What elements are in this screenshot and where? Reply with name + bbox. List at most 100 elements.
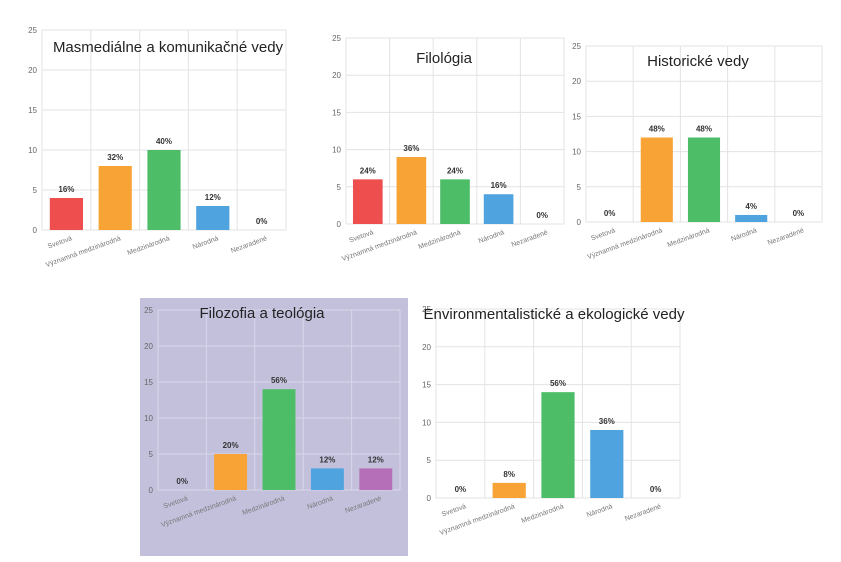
chart-svg: 0 5 10 15 20 25 24% Svetová 36% Významná medzinár… [332,34,565,263]
data-label: 4% [745,202,757,211]
y-tick-label: 5 [33,186,38,195]
data-label: 0% [176,477,188,486]
data-label: 16% [58,185,74,194]
y-tick-label: 0 [33,226,38,235]
x-tick-label: Nezaradené [511,229,549,249]
bar [49,198,83,230]
bar [196,206,230,230]
data-label: 0% [604,209,616,218]
bar [214,454,248,490]
y-tick-label: 0 [337,220,342,229]
y-tick-label: 0 [427,494,432,503]
data-label: 12% [205,193,221,202]
y-tick-label: 10 [572,148,581,157]
y-tick-label: 20 [572,77,581,86]
x-tick-label: Medzinárodná [418,229,462,251]
data-label: 32% [107,153,123,162]
data-label: 56% [271,376,287,385]
bar [262,389,296,490]
chart-panel-filozofia-teologia: 0 5 10 15 20 25 0% Svetová 20% Významná medzináro… [140,298,408,556]
bar [147,150,181,230]
y-tick-label: 15 [144,378,153,387]
data-label: 20% [223,441,239,450]
y-tick-label: 5 [149,450,154,459]
y-tick-label: 10 [144,414,153,423]
chart-title: Historické vedy [647,53,749,70]
bar [440,179,470,224]
x-tick-label: Svetová [47,235,73,250]
chart-title: Masmediálne a komunikačné vedy [53,39,284,56]
y-tick-label: 15 [332,108,341,117]
chart-title: Filozofia a teológia [199,305,325,322]
data-label: 36% [403,144,419,153]
data-label: 16% [491,181,507,190]
data-label: 48% [649,125,665,134]
data-label: 12% [319,455,335,464]
y-tick-label: 5 [577,183,582,192]
chart-panel-filologia: 0 5 10 15 20 25 24% Svetová 36% Významná medzinár… [322,30,572,292]
x-tick-label: Národná [192,235,220,251]
bar [590,429,624,498]
bar [687,137,721,222]
x-tick-label: Národná [478,229,506,245]
bar [541,392,575,498]
y-tick-label: 25 [144,306,153,315]
x-tick-label: Nezaradené [624,503,662,523]
x-tick-label: Svetová [441,503,467,518]
data-label: 48% [696,125,712,134]
data-label: 40% [156,137,172,146]
bar [396,157,427,224]
bar [310,468,344,490]
chart-panel-historicke-vedy: 0 5 10 15 20 25 0% Svetová 48% Významná medzináro… [562,30,830,292]
y-tick-label: 15 [28,106,37,115]
y-tick-label: 5 [427,456,432,465]
x-tick-label: Nezaradené [230,235,268,255]
data-label: 8% [503,470,515,479]
bar [352,179,383,224]
x-tick-label: Nezaradené [767,227,805,247]
bar [492,482,526,498]
y-tick-label: 10 [28,146,37,155]
bar [98,166,132,230]
y-tick-label: 25 [332,34,341,43]
chart-panel-environmentalisticke: 0 5 10 15 20 25 0% Svetová 8% Významná medzinárod… [416,295,688,560]
y-tick-label: 20 [332,71,341,80]
y-tick-label: 15 [572,112,581,121]
x-tick-label: Medzinárodná [127,235,171,257]
bar [640,137,673,222]
y-tick-label: 10 [332,146,341,155]
x-tick-label: Svetová [348,229,374,244]
x-tick-label: Medzinárodná [667,227,711,249]
chart-title: Filológia [416,50,473,67]
data-label: 56% [550,379,566,388]
y-tick-label: 15 [422,381,431,390]
y-tick-label: 20 [28,66,37,75]
data-label: 0% [455,485,467,494]
y-tick-label: 5 [337,183,342,192]
y-tick-label: 0 [149,486,154,495]
bar [483,194,514,224]
y-tick-label: 20 [144,342,153,351]
y-tick-label: 20 [422,343,431,352]
y-tick-label: 25 [572,42,581,51]
x-tick-label: Národná [586,503,614,519]
y-tick-label: 25 [422,305,431,314]
data-label: 0% [256,217,268,226]
chart-title: Environmentalistické a ekologické vedy [424,306,685,323]
y-tick-label: 10 [422,418,431,427]
bar [359,468,393,490]
y-tick-label: 25 [28,26,37,35]
data-label: 24% [360,166,376,175]
chart-panel-masmedialne: 0 5 10 15 20 25 16% Svetová 32% Významná medzinár… [18,14,298,292]
x-tick-label: Svetová [590,227,616,242]
x-tick-label: Národná [730,227,758,243]
data-label: 36% [599,417,615,426]
x-tick-label: Medzinárodná [521,503,565,525]
x-tick-label: Významná medzinárodná [341,229,418,263]
data-label: 0% [536,211,548,220]
data-label: 0% [650,485,662,494]
